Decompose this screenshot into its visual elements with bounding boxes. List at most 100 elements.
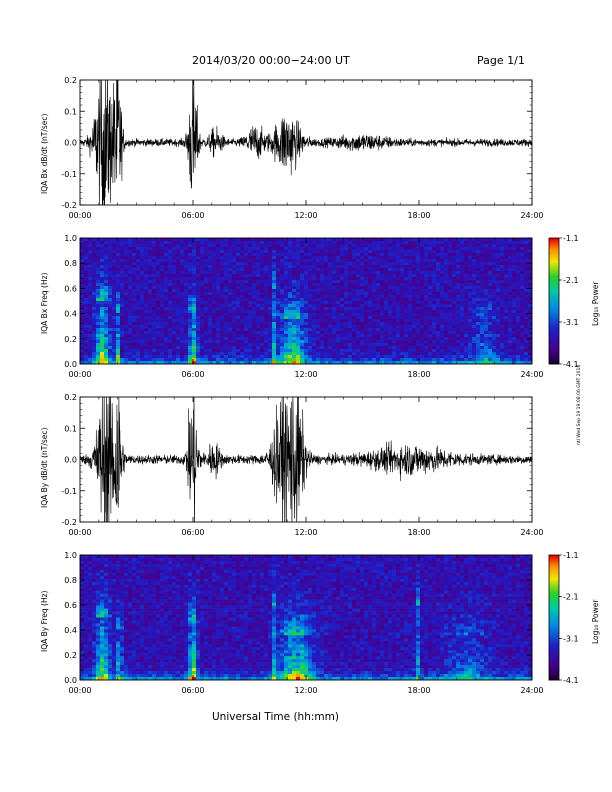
spectrogram-cell [400, 280, 405, 284]
spectrogram-cell [212, 301, 217, 305]
spectrogram-cell [168, 292, 173, 296]
spectrogram-cell [372, 346, 377, 350]
spectrogram-cell [184, 358, 189, 362]
spectrogram-cell [156, 349, 161, 353]
spectrogram-cell [280, 289, 285, 293]
spectrogram-cell [504, 346, 509, 350]
spectrogram-cell [328, 316, 333, 320]
spectrogram-cell [448, 301, 453, 305]
spectrogram-cell [324, 244, 329, 248]
spectrogram-cell [172, 271, 177, 275]
spectrogram-cell [172, 337, 177, 341]
spectrogram-cell [92, 244, 97, 248]
spectrogram-cell [472, 277, 477, 281]
spectrogram-cell [364, 307, 369, 311]
spectrogram-cell [516, 259, 521, 263]
spectrogram-cell [84, 268, 89, 272]
spectrogram-cell [180, 289, 185, 293]
spectrogram-cell [452, 310, 457, 314]
spectrogram-cell [448, 361, 453, 365]
spectrogram-cell [316, 274, 321, 278]
spectrogram-cell [244, 301, 249, 305]
spectrogram-cell [104, 337, 109, 341]
spectrogram-cell [88, 328, 93, 332]
spectrogram-cell [148, 292, 153, 296]
spectrogram-cell [400, 301, 405, 305]
spectrogram-cell [216, 238, 221, 242]
spectrogram-cell [168, 331, 173, 335]
spectrogram-cell [380, 352, 385, 356]
spectrogram-cell [260, 256, 265, 260]
spectrogram-cell [176, 316, 181, 320]
spectrogram-cell [284, 244, 289, 248]
spectrogram-cell [280, 307, 285, 311]
spectrogram-cell [504, 337, 509, 341]
spectrogram-cell [184, 349, 189, 353]
spectrogram-cell [348, 346, 353, 350]
spectrogram-cell [396, 358, 401, 362]
spectrogram-cell [480, 250, 485, 254]
spectrogram-cell [392, 340, 397, 344]
spectrogram-cell [472, 250, 477, 254]
spectrogram-cell [108, 328, 113, 332]
spectrogram-cell [308, 301, 313, 305]
spectrogram-cell [188, 313, 193, 317]
spectrogram-cell [240, 274, 245, 278]
spectrogram-cell [408, 292, 413, 296]
spectrogram-cell [392, 262, 397, 266]
spectrogram-cell [88, 289, 93, 293]
spectrogram-cell [252, 250, 257, 254]
spectrogram-cell [332, 274, 337, 278]
spectrogram-cell [420, 259, 425, 263]
spectrogram-cell [180, 262, 185, 266]
spectrogram-cell [244, 298, 249, 302]
spectrogram-cell [516, 262, 521, 266]
spectrogram-cell [416, 298, 421, 302]
spectrogram-cell [360, 319, 365, 323]
spectrogram-cell [380, 244, 385, 248]
spectrogram-cell [112, 331, 117, 335]
spectrogram-cell [472, 256, 477, 260]
spectrogram-cell [84, 307, 89, 311]
spectrogram-cell [100, 286, 105, 290]
spectrogram-cell [240, 307, 245, 311]
spectrogram-cell [132, 316, 137, 320]
spectrogram-cell [248, 304, 253, 308]
spectrogram-cell [504, 268, 509, 272]
spectrogram-cell [516, 241, 521, 245]
spectrogram-cell [252, 328, 257, 332]
spectrogram-cell [120, 238, 125, 242]
spectrogram-cell [404, 265, 409, 269]
spectrogram-cell [128, 304, 133, 308]
spectrogram-cell [208, 301, 213, 305]
spectrogram-cell [300, 313, 305, 317]
spectrogram-cell [484, 325, 489, 329]
spectrogram-cell [116, 325, 121, 329]
spectrogram-cell [448, 331, 453, 335]
spectrogram-cell [236, 280, 241, 284]
spectrogram-cell [300, 271, 305, 275]
spectrogram-cell [180, 346, 185, 350]
spectrogram-cell [184, 301, 189, 305]
spectrogram-cell [336, 331, 341, 335]
spectrogram-cell [476, 268, 481, 272]
spectrogram-cell [376, 247, 381, 251]
spectrogram-cell [364, 256, 369, 260]
spectrogram-cell [352, 283, 357, 287]
spectrogram-cell [520, 277, 525, 281]
spectrogram-cell [528, 253, 533, 257]
spectrogram-cell [336, 274, 341, 278]
spectrogram-cell [328, 310, 333, 314]
spectrogram-cell [240, 253, 245, 257]
spectrogram-cell [236, 241, 241, 245]
spectrogram-cell [88, 280, 93, 284]
spectrogram-cell [344, 286, 349, 290]
spectrogram-cell [112, 280, 117, 284]
spectrogram-cell [244, 349, 249, 353]
spectrogram-cell [368, 358, 373, 362]
spectrogram-cell [388, 238, 393, 242]
spectrogram-cell [432, 334, 437, 338]
spectrogram-cell [204, 310, 209, 314]
spectrogram-cell [152, 280, 157, 284]
spectrogram-cell [388, 244, 393, 248]
